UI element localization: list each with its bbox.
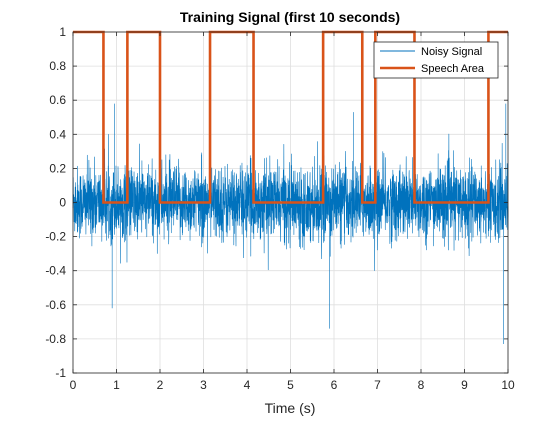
y-tick-label: 0	[59, 196, 66, 210]
x-tick-label: 5	[287, 378, 294, 392]
y-tick-label: 0.4	[49, 127, 66, 141]
x-tick-label: 7	[374, 378, 381, 392]
x-tick-label: 10	[501, 378, 515, 392]
y-tick-label: -0.6	[45, 298, 66, 312]
y-tick-label: 1	[59, 25, 66, 39]
legend: Noisy Signal Speech Area	[373, 41, 499, 79]
legend-label-noisy: Noisy Signal	[421, 46, 482, 58]
y-tick-label: -0.8	[45, 332, 66, 346]
legend-box	[373, 41, 499, 79]
chart-title: Training Signal (first 10 seconds)	[180, 9, 400, 25]
y-tick-label: -0.4	[45, 264, 66, 278]
y-tick-label: 0.8	[49, 59, 66, 73]
y-tick-label: -1	[55, 366, 66, 380]
x-tick-label: 4	[244, 378, 251, 392]
y-tick-label: 0.2	[49, 161, 66, 175]
y-tick-label: -0.2	[45, 230, 66, 244]
x-tick-label: 8	[418, 378, 425, 392]
x-tick-label: 0	[70, 378, 77, 392]
y-tick-label: 0.6	[49, 93, 66, 107]
speech-area-series	[73, 30, 508, 204]
x-tick-label: 1	[113, 378, 120, 392]
x-tick-label: 2	[157, 378, 164, 392]
axes-layer: 0 1 2 3 4 5 6 7 8 9 10 -1 -0.8 -0.6 -0.4 -0.2 0 0.2 0.4 0.6…	[45, 25, 515, 392]
legend-label-speech: Speech Area	[421, 63, 485, 75]
x-tick-label: 9	[461, 378, 468, 392]
x-axis-label: Time (s)	[265, 400, 316, 416]
speech-area-line	[73, 30, 508, 204]
x-tick-label: 3	[200, 378, 207, 392]
x-tick-label: 6	[331, 378, 338, 392]
noisy-signal-series	[72, 103, 509, 345]
noisy-signal-line	[72, 103, 509, 345]
